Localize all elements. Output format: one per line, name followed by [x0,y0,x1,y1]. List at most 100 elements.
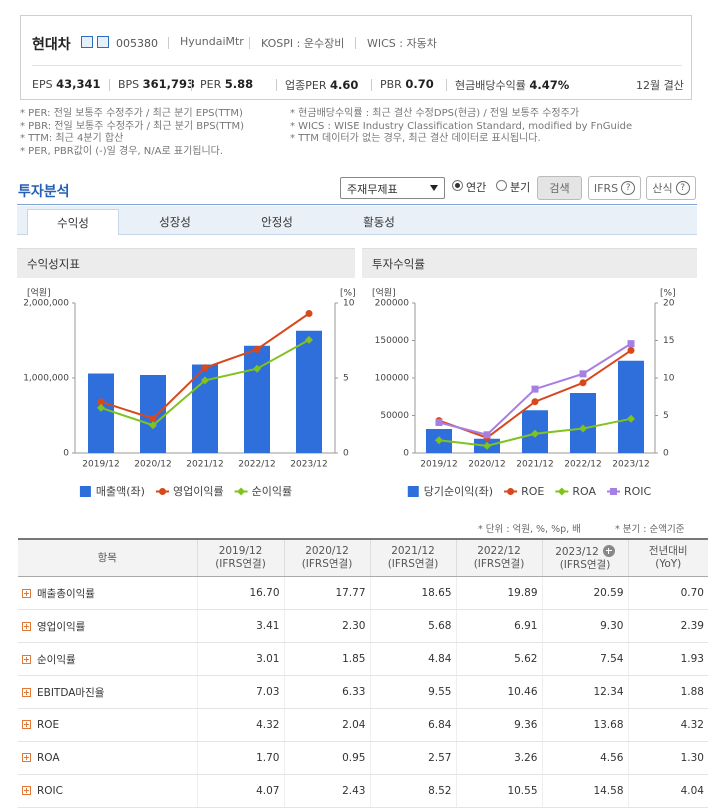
cell-text: 5.62 [514,653,538,665]
expand-icon[interactable] [22,687,31,697]
cell-text: 2.30 [342,620,366,632]
cell-text: 4.84 [428,653,452,665]
cell-text: 7.54 [600,653,624,665]
point [627,340,635,348]
metric-value: 0.70 [405,77,434,91]
metric-label: 현금배당수익률 [455,79,526,92]
x-tick-label: 2020/12 [134,460,171,470]
bar [618,360,644,453]
column-header: 2023/12 (IFRS연결) [541,538,628,577]
table-row: ROE 4.32 2.04 6.84 9.36 13.68 4.32 [18,708,708,742]
cell: 4.84 [369,642,456,676]
expand-icon[interactable] [22,621,31,631]
separator [371,79,372,91]
radio-quarter[interactable] [496,180,507,191]
note: * WICS : WISE Industry Classification St… [290,120,633,132]
column-sub: (IFRS연결) [387,558,439,570]
cell-text: 16.70 [249,587,280,599]
metric: 현금배당수익률 4.47% [455,77,569,93]
legend-swatch [79,486,91,497]
column-label: 2020/12 [305,545,349,557]
column-label: 항목 [97,551,117,564]
tab[interactable]: 성장성 [159,215,191,229]
cell: 2.57 [369,741,456,775]
column-header: 항목 [18,538,197,577]
cell: 7.54 [541,642,628,676]
legend-label: ROA [572,485,596,498]
column-label: 전년대비 [648,545,688,557]
cell: 9.30 [541,609,628,643]
home-icon[interactable] [81,36,93,48]
point [531,385,539,393]
row-label: ROE [18,708,197,742]
statement-select[interactable]: 주재무제표 [340,177,445,199]
x-tick-label: 2019/12 [82,460,119,470]
cell: 9.55 [369,675,456,709]
metric: EPS 43,341 [32,77,100,91]
point [149,415,157,422]
cell: 2.39 [627,609,708,643]
cell-text: 영업이익률 [37,620,86,633]
info-icon[interactable] [97,36,109,48]
cell: 2.04 [283,708,370,742]
note: * TTM: 최근 4분기 합산 [20,133,124,144]
company-name: 현대차 [32,37,71,53]
tab[interactable]: 안정성 [261,215,293,229]
expand-icon[interactable] [22,720,31,729]
cell: 4.04 [627,774,708,808]
tab[interactable]: 수익성 [27,209,119,235]
separator [109,79,110,91]
expand-icon[interactable] [22,654,31,664]
bar [88,373,114,453]
cell: 16.70 [196,576,284,610]
y-axis-unit: [억원] [372,287,396,299]
expand-icon[interactable] [22,588,31,598]
ifrs-button[interactable]: IFRS? [588,176,641,200]
cell-text: 18.65 [421,587,452,599]
metric: PBR 0.70 [380,77,434,91]
metric-value: 4.60 [329,78,359,92]
metric: BPS 361,793 [118,77,195,91]
point [97,398,105,406]
cell-text: 14.58 [593,785,624,797]
cell: 3.26 [455,741,542,775]
note: * PBR: 전일 보통주 수정주가 / 최근 분기 BPS(TTM) [20,120,245,132]
cell: 20.59 [541,576,628,610]
cell: 2.30 [283,609,370,643]
point [305,310,313,317]
legend-label: 영업이익률 [173,485,224,498]
cell: 4.32 [627,708,708,742]
help-icon: ? [621,181,636,195]
divider [17,204,697,205]
button-label: IFRS [593,181,619,195]
expand-icon[interactable] [22,786,31,795]
separator [446,79,447,91]
x-tick-label: 2022/12 [238,460,275,470]
cell: 4.56 [541,741,628,775]
cell: 9.36 [455,708,542,742]
search-button[interactable]: 검색 [537,176,582,200]
tab[interactable]: 활동성 [363,215,395,229]
x-tick-label: 2021/12 [516,460,553,470]
cell-text: 2.43 [342,785,366,797]
point [579,379,587,387]
row-label: 순이익률 [18,642,197,676]
formula-button[interactable]: 산식? [646,176,696,200]
table-row: 매출총이익률 16.70 17.77 18.65 19.89 20.59 0.70 [18,576,708,610]
fiscal: 12월 결산 [636,79,684,92]
expand-icon[interactable] [22,753,31,762]
column-header: 전년대비 (YoY) [627,538,708,577]
legend-label: ROIC [624,485,652,498]
radio-annual[interactable] [452,180,463,191]
help-icon: ? [675,181,690,195]
expand-icon[interactable] [602,544,615,557]
y2-axis-unit: [%] [340,289,355,299]
cell-text: 4.07 [256,785,280,797]
metric-value: 361,793 [142,77,196,91]
cell: 7.03 [196,675,284,709]
cell-text: 4.32 [680,719,704,731]
cell-text: 20.59 [593,587,624,599]
cell: 10.46 [455,675,542,709]
legend-marker [609,488,617,495]
